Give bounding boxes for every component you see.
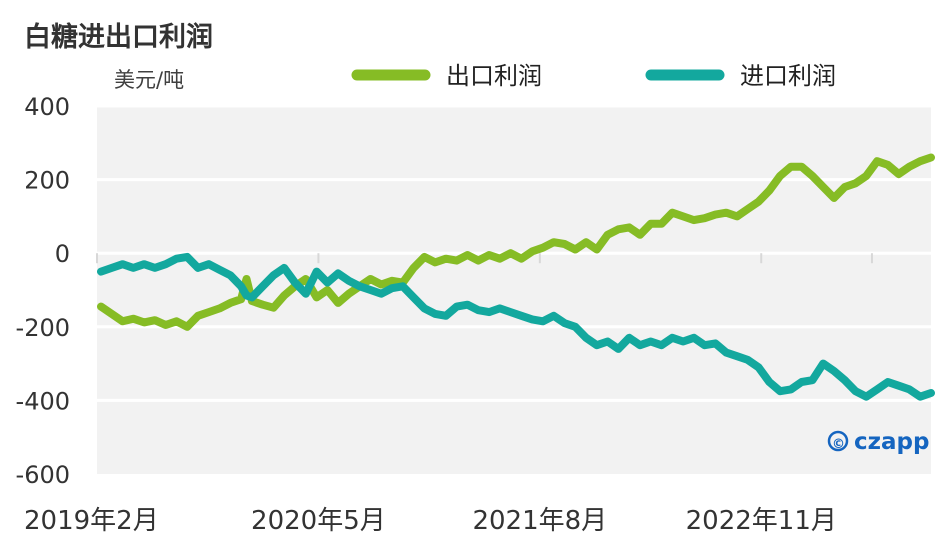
y-axis: 400 200 0 -200 -400 -600	[16, 93, 70, 489]
x-tick-label: 2019年2月	[24, 506, 159, 536]
plot-area	[97, 106, 931, 474]
copyright-icon	[827, 430, 849, 452]
y-tick-label: -400	[16, 387, 70, 415]
copyright-symbol: ©	[832, 437, 845, 452]
x-tick-label: 2022年11月	[686, 506, 837, 536]
series-line-export-profit	[97, 153, 935, 331]
chart-title: 白糖进出口利润	[24, 21, 213, 53]
x-axis: 2019年2月 2020年5月 2021年8月 2022年11月	[24, 253, 873, 536]
x-tick-label: 2021年8月	[472, 506, 607, 536]
legend-label-import: 进口利润	[740, 62, 836, 90]
legend-label-export: 出口利润	[446, 62, 542, 90]
y-tick-label: 200	[24, 167, 70, 195]
czapp-watermark: © czapp	[827, 429, 929, 455]
y-tick-label: 0	[55, 240, 70, 268]
y-tick-label: -200	[16, 314, 70, 342]
watermark-brand: czapp	[854, 429, 929, 455]
legend: 出口利润 进口利润	[351, 62, 836, 90]
y-tick-label: -600	[16, 461, 70, 489]
series-lines	[97, 153, 935, 401]
y-tick-label: 400	[24, 93, 70, 121]
series-line-import-profit	[97, 252, 935, 401]
x-tick-label: 2020年5月	[251, 506, 386, 536]
y-axis-unit: 美元/吨	[114, 68, 184, 92]
